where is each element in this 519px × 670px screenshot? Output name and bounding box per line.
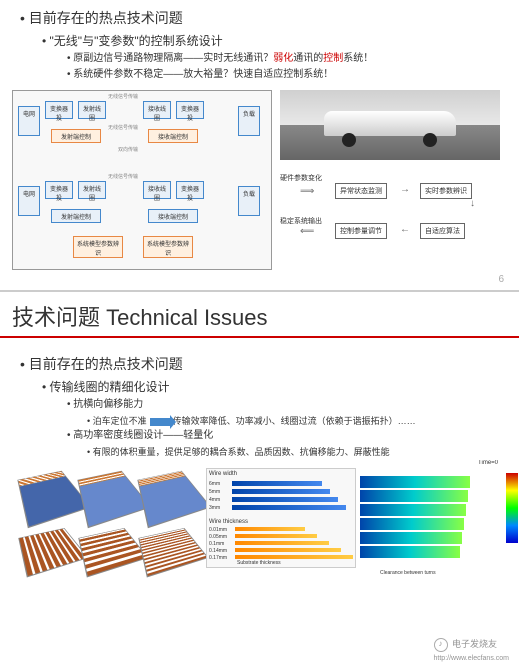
coil-images-area: Wire width Wire thickness Substrate thic… [12, 468, 507, 572]
heatmap-xlabel: Clearance between turns [380, 570, 436, 576]
s1-b3a-pre: 原副边信号通路物理隔离——实时无线通讯？ [73, 53, 273, 64]
s1-bullet-l2-text: "无线"与"变参数"的控制系统设计 [50, 34, 223, 48]
bd-box: 变换器投 [176, 181, 204, 199]
bd-box: 接收端控制 [148, 129, 198, 143]
coil-layer [78, 528, 148, 577]
s1-b3a-r1: 弱化 [273, 53, 293, 64]
flow-box-4: 自适应算法 [420, 223, 465, 239]
flow-label-1: 硬件参数变化 [280, 173, 322, 183]
flow-arrow-1: ⟹ [300, 186, 314, 197]
flow-arrow-2: → [400, 184, 410, 195]
coil-4 [18, 528, 88, 577]
page-number: 6 [498, 274, 504, 285]
s1-bullet-l1-text: 目前存在的热点技术问题 [29, 10, 183, 26]
coil-layer [139, 476, 212, 528]
section-title: 技术问题 Technical Issues [0, 292, 519, 338]
s1-bullet-l1: • 目前存在的热点技术问题 [20, 8, 507, 28]
s1-right-area: 硬件参数变化 ⟹ 异常状态监测 → 实时参数辨识 ↓ 稳定系统输出 ⟸ 控制参量… [280, 90, 500, 270]
s2-bullet-l4b: • 有限的体积重量，提供足够的耦合系数、品质因数、抗偏移能力、屏蔽性能 [87, 445, 507, 458]
s2-bullet-l2: • 传输线圈的精细化设计 [42, 378, 507, 395]
watermark: ♪ 电子发烧友 http://www.elecfans.com [434, 637, 509, 662]
s2-bullet-l3b: • 高功率密度线圈设计——轻量化 [67, 429, 507, 443]
watermark-url: http://www.elecfans.com [434, 655, 509, 662]
s2-b3b-text: 高功率密度线圈设计——轻量化 [73, 430, 213, 441]
bd-box: 接收线圈 [143, 181, 171, 199]
inline-arrow-icon [150, 418, 170, 426]
watermark-text: 电子发烧友 [452, 639, 497, 649]
s1-b3a-mid: 通讯的 [293, 53, 323, 64]
bd-box: 变换器投 [176, 101, 204, 119]
bd-box: 电网 [18, 106, 40, 136]
bd-box: 系统模型参数辨识 [73, 236, 123, 258]
bd-box: 系统模型参数辨识 [143, 236, 193, 258]
bd-box: 接收端控制 [148, 209, 198, 223]
s2-b1-text: 目前存在的热点技术问题 [29, 356, 183, 372]
flow-box-1: 异常状态监测 [335, 183, 387, 199]
bd-box: 接收线圈 [143, 101, 171, 119]
s1-b3b-text: 系统硬件参数不稳定——放大裕量？快速自适应控制系统！ [73, 69, 333, 80]
s2-b4b-text: 有限的体积重量，提供足够的耦合系数、品质因数、抗偏移能力、屏蔽性能 [93, 447, 390, 457]
car-wheel-rear [423, 133, 437, 147]
s1-b3a-post: 系统！ [343, 53, 373, 64]
s2-bullet-l3a: • 抗横向偏移能力 [67, 398, 507, 412]
coil-group [22, 468, 202, 572]
chart-ylabel2: Wire thickness [209, 519, 248, 525]
s1-bullet-l3b: • 系统硬件参数不稳定——放大裕量？快速自适应控制系统！ [67, 68, 507, 82]
car-wheel-front [342, 133, 356, 147]
bd-box: 变换器投 [45, 101, 73, 119]
coil-3 [138, 474, 208, 523]
s2-bullet-l4a: • 泊车定位不准传输效率降低、功率减小、线圈过流（依赖于谐振拓扑）…… [87, 414, 507, 427]
s2-b4a-post: 传输效率降低、功率减小、线圈过流（依赖于谐振拓扑）…… [173, 416, 416, 426]
heatmap: Time=0 Clearance between turns [360, 468, 500, 568]
s2-b4a-pre: 泊车定位不准 [93, 416, 147, 426]
bar-chart: Wire width Wire thickness Substrate thic… [206, 468, 356, 568]
coil-6 [138, 528, 208, 577]
color-scale [506, 473, 518, 543]
flow-arrow-5: ← [400, 224, 410, 235]
bd-box: 电网 [18, 186, 40, 216]
car-body [324, 111, 456, 136]
bd-box: 负载 [238, 186, 260, 216]
s1-bullet-l3a: • 原副边信号通路物理隔离——实时无线通讯？弱化通讯的控制系统！ [67, 52, 507, 66]
flow-arrow-3: ↓ [470, 198, 475, 209]
bd-label: 无线信号传输 [108, 93, 138, 100]
block-diagram: 电网变换器投发射线圈接收线圈变换器投负载发射端控制接收端控制电网变换器投发射线圈… [12, 90, 272, 270]
slide-1: • 目前存在的热点技术问题 • "无线"与"变参数"的控制系统设计 • 原副边信… [0, 0, 519, 290]
s1-diagram-area: 电网变换器投发射线圈接收线圈变换器投负载发射端控制接收端控制电网变换器投发射线圈… [12, 90, 507, 270]
s2-bullet-l1: • 目前存在的热点技术问题 [20, 354, 507, 374]
chart-xlabel: Substrate thickness [237, 560, 281, 566]
bd-label: 无线信号传输 [108, 124, 138, 131]
watermark-icon: ♪ [434, 638, 448, 652]
bd-box: 发射端控制 [51, 209, 101, 223]
bd-box: 发射线圈 [78, 101, 106, 119]
coil-layer [18, 528, 88, 577]
slide-2: 技术问题 Technical Issues • 目前存在的热点技术问题 • 传输… [0, 290, 519, 670]
car-image [280, 90, 500, 160]
bd-box: 发射线圈 [78, 181, 106, 199]
s2-b2-text: 传输线圈的精细化设计 [50, 380, 170, 394]
s1-b3a-r2: 控制 [323, 53, 343, 64]
coil-5 [78, 528, 148, 577]
chart-ylabel: Wire width [209, 471, 237, 477]
bd-box: 负载 [238, 106, 260, 136]
bd-label: 无线信号传输 [108, 173, 138, 180]
flow-box-3: 控制参量调节 [335, 223, 387, 239]
coil-layer [138, 528, 208, 577]
bd-box: 发射端控制 [51, 129, 101, 143]
s2-b3a-text: 抗横向偏移能力 [73, 399, 143, 410]
heatmap-label: Time=0 [478, 460, 498, 466]
flow-arrow-4: ⟸ [300, 226, 314, 237]
flow-box-2: 实时参数辨识 [420, 183, 472, 199]
bd-box: 变换器投 [45, 181, 73, 199]
bd-label: 双向传输 [118, 146, 138, 153]
flow-label-2: 稳定系统输出 [280, 216, 322, 226]
flow-diagram: 硬件参数变化 ⟹ 异常状态监测 → 实时参数辨识 ↓ 稳定系统输出 ⟸ 控制参量… [280, 168, 500, 248]
s1-bullet-l2: • "无线"与"变参数"的控制系统设计 [42, 32, 507, 49]
